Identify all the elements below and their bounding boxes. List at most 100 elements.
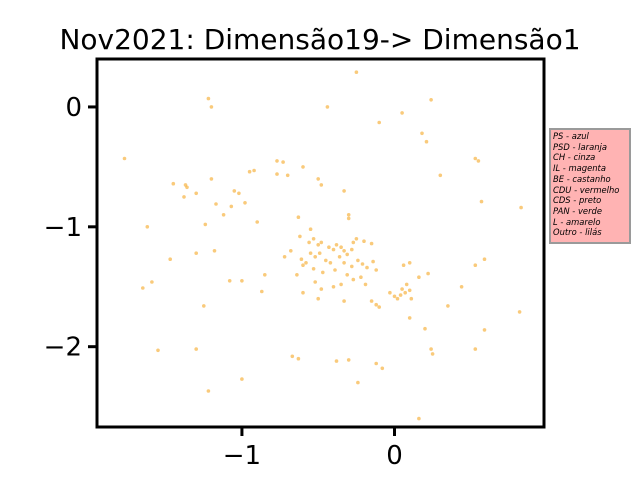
data-point-110: [407, 288, 412, 293]
data-point-134: [430, 352, 435, 356]
data-point-106: [392, 294, 397, 299]
plot-frame: [95, 57, 546, 429]
data-point-109: [403, 290, 408, 295]
data-point-60: [337, 254, 342, 259]
data-point-136: [374, 361, 379, 366]
data-point-22: [209, 177, 214, 181]
data-point-111: [409, 296, 414, 301]
data-point-8: [424, 139, 429, 144]
data-point-17: [252, 168, 256, 173]
ticks-layer: −1 0 0 −1 −2: [44, 93, 403, 471]
data-point-127: [156, 348, 160, 353]
data-point-46: [307, 240, 311, 245]
data-point-103: [374, 302, 379, 307]
data-point-29: [342, 189, 346, 193]
data-point-62: [350, 264, 354, 269]
data-point-125: [423, 326, 427, 331]
data-point-81: [227, 279, 232, 283]
data-point-59: [369, 241, 374, 246]
legend-entry-9: Outro - lilás: [553, 227, 602, 238]
data-point-16: [476, 159, 481, 163]
data-point-97: [141, 286, 145, 290]
data-point-92: [339, 282, 343, 287]
data-point-44: [298, 234, 302, 239]
legend-entry-0: PS - azul: [553, 131, 589, 141]
data-point-94: [319, 287, 324, 291]
data-point-63: [356, 258, 360, 263]
data-point-87: [333, 268, 337, 272]
data-point-32: [243, 201, 247, 205]
data-point-64: [360, 262, 365, 266]
data-point-49: [327, 245, 331, 249]
data-point-21: [185, 185, 189, 190]
data-point-47: [316, 243, 321, 247]
data-point-4: [400, 111, 404, 115]
data-point-31: [214, 202, 218, 206]
data-point-48: [319, 240, 324, 245]
data-point-75: [289, 249, 293, 253]
data-point-12: [285, 173, 290, 178]
y-tick-label-1: −1: [44, 213, 82, 243]
data-point-61: [342, 261, 346, 265]
data-point-115: [401, 263, 406, 268]
data-point-42: [296, 215, 301, 219]
data-point-121: [482, 257, 487, 262]
data-point-3: [325, 105, 330, 109]
data-point-91: [363, 282, 368, 287]
data-point-40: [519, 205, 523, 210]
data-point-36: [203, 222, 208, 227]
data-point-37: [346, 213, 351, 217]
data-point-117: [426, 271, 430, 276]
data-point-15: [473, 156, 478, 161]
data-point-124: [407, 316, 412, 320]
data-point-66: [371, 259, 375, 264]
data-point-99: [301, 290, 305, 295]
data-point-69: [313, 254, 318, 259]
data-point-68: [308, 251, 313, 255]
x-tick-label-1: 0: [386, 441, 403, 471]
data-point-1: [206, 96, 211, 101]
data-point-100: [316, 296, 321, 301]
data-point-78: [194, 251, 198, 255]
data-point-113: [404, 282, 409, 287]
legend-entry-6: CDS - preto: [553, 195, 602, 206]
data-point-138: [240, 377, 244, 381]
data-point-76: [282, 254, 287, 259]
chart-title: Nov2021: Dimensão19-> Dimensão1: [59, 23, 580, 56]
data-point-25: [232, 189, 237, 193]
data-point-107: [395, 296, 400, 301]
data-point-135: [473, 347, 478, 351]
data-point-86: [321, 270, 325, 275]
data-point-51: [334, 243, 339, 247]
data-point-104: [377, 305, 382, 309]
data-point-38: [346, 216, 351, 221]
data-point-128: [194, 347, 198, 351]
legend-box: PS - azul PSD - laranja CH - cinza IL - mag…: [549, 128, 631, 244]
data-point-89: [351, 277, 356, 282]
data-point-132: [346, 358, 351, 362]
data-point-102: [369, 299, 374, 303]
data-point-133: [429, 347, 433, 351]
data-point-74: [299, 257, 304, 262]
data-point-85: [311, 267, 316, 271]
y-tick-label-0: 0: [65, 93, 82, 123]
data-point-108: [398, 293, 403, 297]
data-point-35: [255, 220, 259, 224]
data-point-52: [339, 245, 343, 249]
data-point-88: [345, 273, 350, 277]
data-point-77: [168, 257, 172, 262]
data-point-90: [359, 275, 363, 280]
data-point-131: [334, 359, 339, 363]
data-point-79: [212, 249, 217, 253]
data-point-126: [482, 328, 487, 332]
data-point-11: [281, 160, 285, 164]
data-point-10: [275, 159, 279, 163]
data-point-13: [275, 172, 279, 176]
data-point-70: [317, 251, 322, 255]
data-point-55: [350, 247, 354, 252]
data-point-5: [429, 98, 433, 102]
data-point-34: [221, 213, 226, 217]
data-point-130: [296, 356, 301, 361]
data-point-98: [260, 289, 264, 294]
